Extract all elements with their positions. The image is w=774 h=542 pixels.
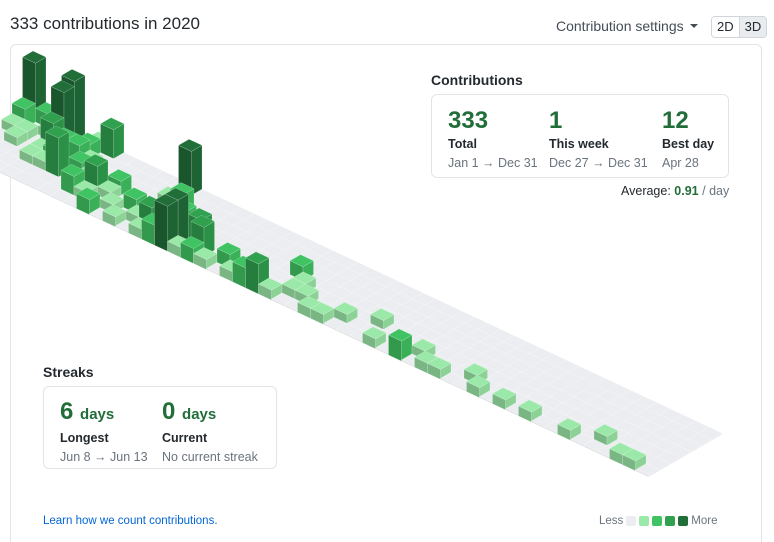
legend-swatch-level2 <box>652 516 663 526</box>
contribution-bar-top <box>122 187 148 200</box>
contribution-bar-top <box>107 168 133 182</box>
contribution-bar-top <box>11 96 37 110</box>
stat-best-day-date: Apr 28 <box>662 156 699 170</box>
contribution-bar-top <box>21 50 47 64</box>
contribution-bar-top <box>257 277 283 291</box>
view-toggle: 2D 3D <box>711 16 768 38</box>
contribution-bar-top <box>39 111 65 124</box>
contribution-settings-label: Contribution settings <box>556 18 684 34</box>
streak-longest: 6 days Longest Jun 8 → Jun 13 <box>60 398 148 465</box>
legend-more-label: More <box>691 515 718 527</box>
contribution-bar-top <box>593 424 619 437</box>
cell-left-face <box>154 199 168 252</box>
stat-this-week: 1 This week Dec 27 → Dec 31 <box>549 107 648 171</box>
empty-day-tile <box>634 463 660 477</box>
streak-current-label: Current <box>162 431 208 445</box>
contribution-bar-top <box>60 69 86 82</box>
empty-day-tile <box>0 160 10 171</box>
streak-longest-label: Longest <box>60 431 109 445</box>
caret-down-icon <box>689 24 698 28</box>
legend-swatch-level1 <box>639 516 650 526</box>
cell-right-face <box>74 74 86 142</box>
toggle-2d-button[interactable]: 2D <box>712 17 739 37</box>
average-label: Average: <box>621 184 671 198</box>
contribution-bar-top <box>491 387 517 401</box>
streak-current-unit: days <box>182 406 217 423</box>
contribution-bar-top <box>289 254 315 268</box>
streak-longest-range: Jun 8 → Jun 13 <box>60 450 148 464</box>
learn-contributions-link[interactable]: Learn how we count contributions. <box>43 515 218 527</box>
stat-total: 333 Total Jan 1 → Dec 31 <box>448 107 538 171</box>
contribution-bar-top <box>333 302 359 315</box>
average-unit: / day <box>702 184 730 198</box>
contribution-panel <box>10 44 762 542</box>
average-value: 0.91 <box>674 184 699 198</box>
contribution-bar-top <box>177 138 203 152</box>
streak-longest-value: 6 <box>60 398 74 425</box>
contribution-bar-top <box>387 328 413 342</box>
page-title: 333 contributions in 2020 <box>10 14 200 33</box>
streaks-card: 6 days Longest Jun 8 → Jun 13 0 days Cur… <box>43 386 277 469</box>
contribution-bar-top <box>517 399 543 413</box>
stat-best-day-value: 12 <box>662 107 689 134</box>
legend-swatch-level4 <box>678 516 689 526</box>
contributions-title: Contributions <box>431 72 523 88</box>
contribution-bar-top <box>179 236 205 249</box>
contribution-bar-top <box>65 133 91 147</box>
legend-swatch-level0 <box>626 516 637 526</box>
contribution-bar-top <box>50 80 76 93</box>
contribution-bar-top <box>75 187 101 200</box>
stat-this-week-label: This week <box>549 137 609 151</box>
contribution-settings-dropdown[interactable]: Contribution settings <box>556 18 698 34</box>
streaks-title: Streaks <box>43 364 94 380</box>
contribution-bar-top <box>465 375 491 388</box>
streak-current: 0 days Current No current streak <box>162 398 258 465</box>
empty-day-tile <box>0 138 5 143</box>
stat-best-day-label: Best day <box>662 137 715 151</box>
stat-total-label: Total <box>448 137 477 151</box>
contribution-bar-top <box>309 302 335 315</box>
stat-total-range: Jan 1 → Dec 31 <box>448 156 538 170</box>
legend-less-label: Less <box>599 515 624 527</box>
contributions-card: 333 Total Jan 1 → Dec 31 1 This week Dec… <box>431 94 729 178</box>
empty-day-tile <box>0 149 8 157</box>
contribution-legend: Less More <box>599 515 718 527</box>
cell-left-face <box>45 131 59 179</box>
contribution-bar-top <box>101 204 127 218</box>
contribution-bar-top <box>153 193 179 207</box>
contribution-bar-top <box>83 153 109 167</box>
stat-this-week-range: Dec 27 → Dec 31 <box>549 156 648 170</box>
average-per-day: Average: 0.91 / day <box>621 184 729 198</box>
stat-total-value: 333 <box>448 107 489 134</box>
contribution-bar-top <box>44 125 70 139</box>
contribution-bar-top <box>99 117 125 131</box>
stat-this-week-value: 1 <box>549 107 563 134</box>
contribution-bar-top <box>192 247 218 260</box>
toggle-3d-button[interactable]: 3D <box>738 17 767 37</box>
contribution-bar-top <box>60 163 86 177</box>
streak-current-status: No current streak <box>162 450 258 464</box>
stat-best-day: 12 Best day Apr 28 <box>662 107 715 171</box>
contribution-bar-top <box>369 308 395 321</box>
contribution-bar-top <box>361 326 387 340</box>
contribution-bar-top <box>556 417 582 431</box>
streak-current-value: 0 <box>162 398 176 425</box>
contribution-bar-top <box>621 448 647 462</box>
legend-swatch-level3 <box>665 516 676 526</box>
contribution-bar-top <box>426 356 452 370</box>
contribution-bar-top <box>216 242 242 255</box>
contribution-bar-top <box>244 251 270 265</box>
contribution-bar-top <box>3 125 29 138</box>
streak-longest-unit: days <box>80 406 115 423</box>
contribution-bar-top <box>190 214 216 228</box>
